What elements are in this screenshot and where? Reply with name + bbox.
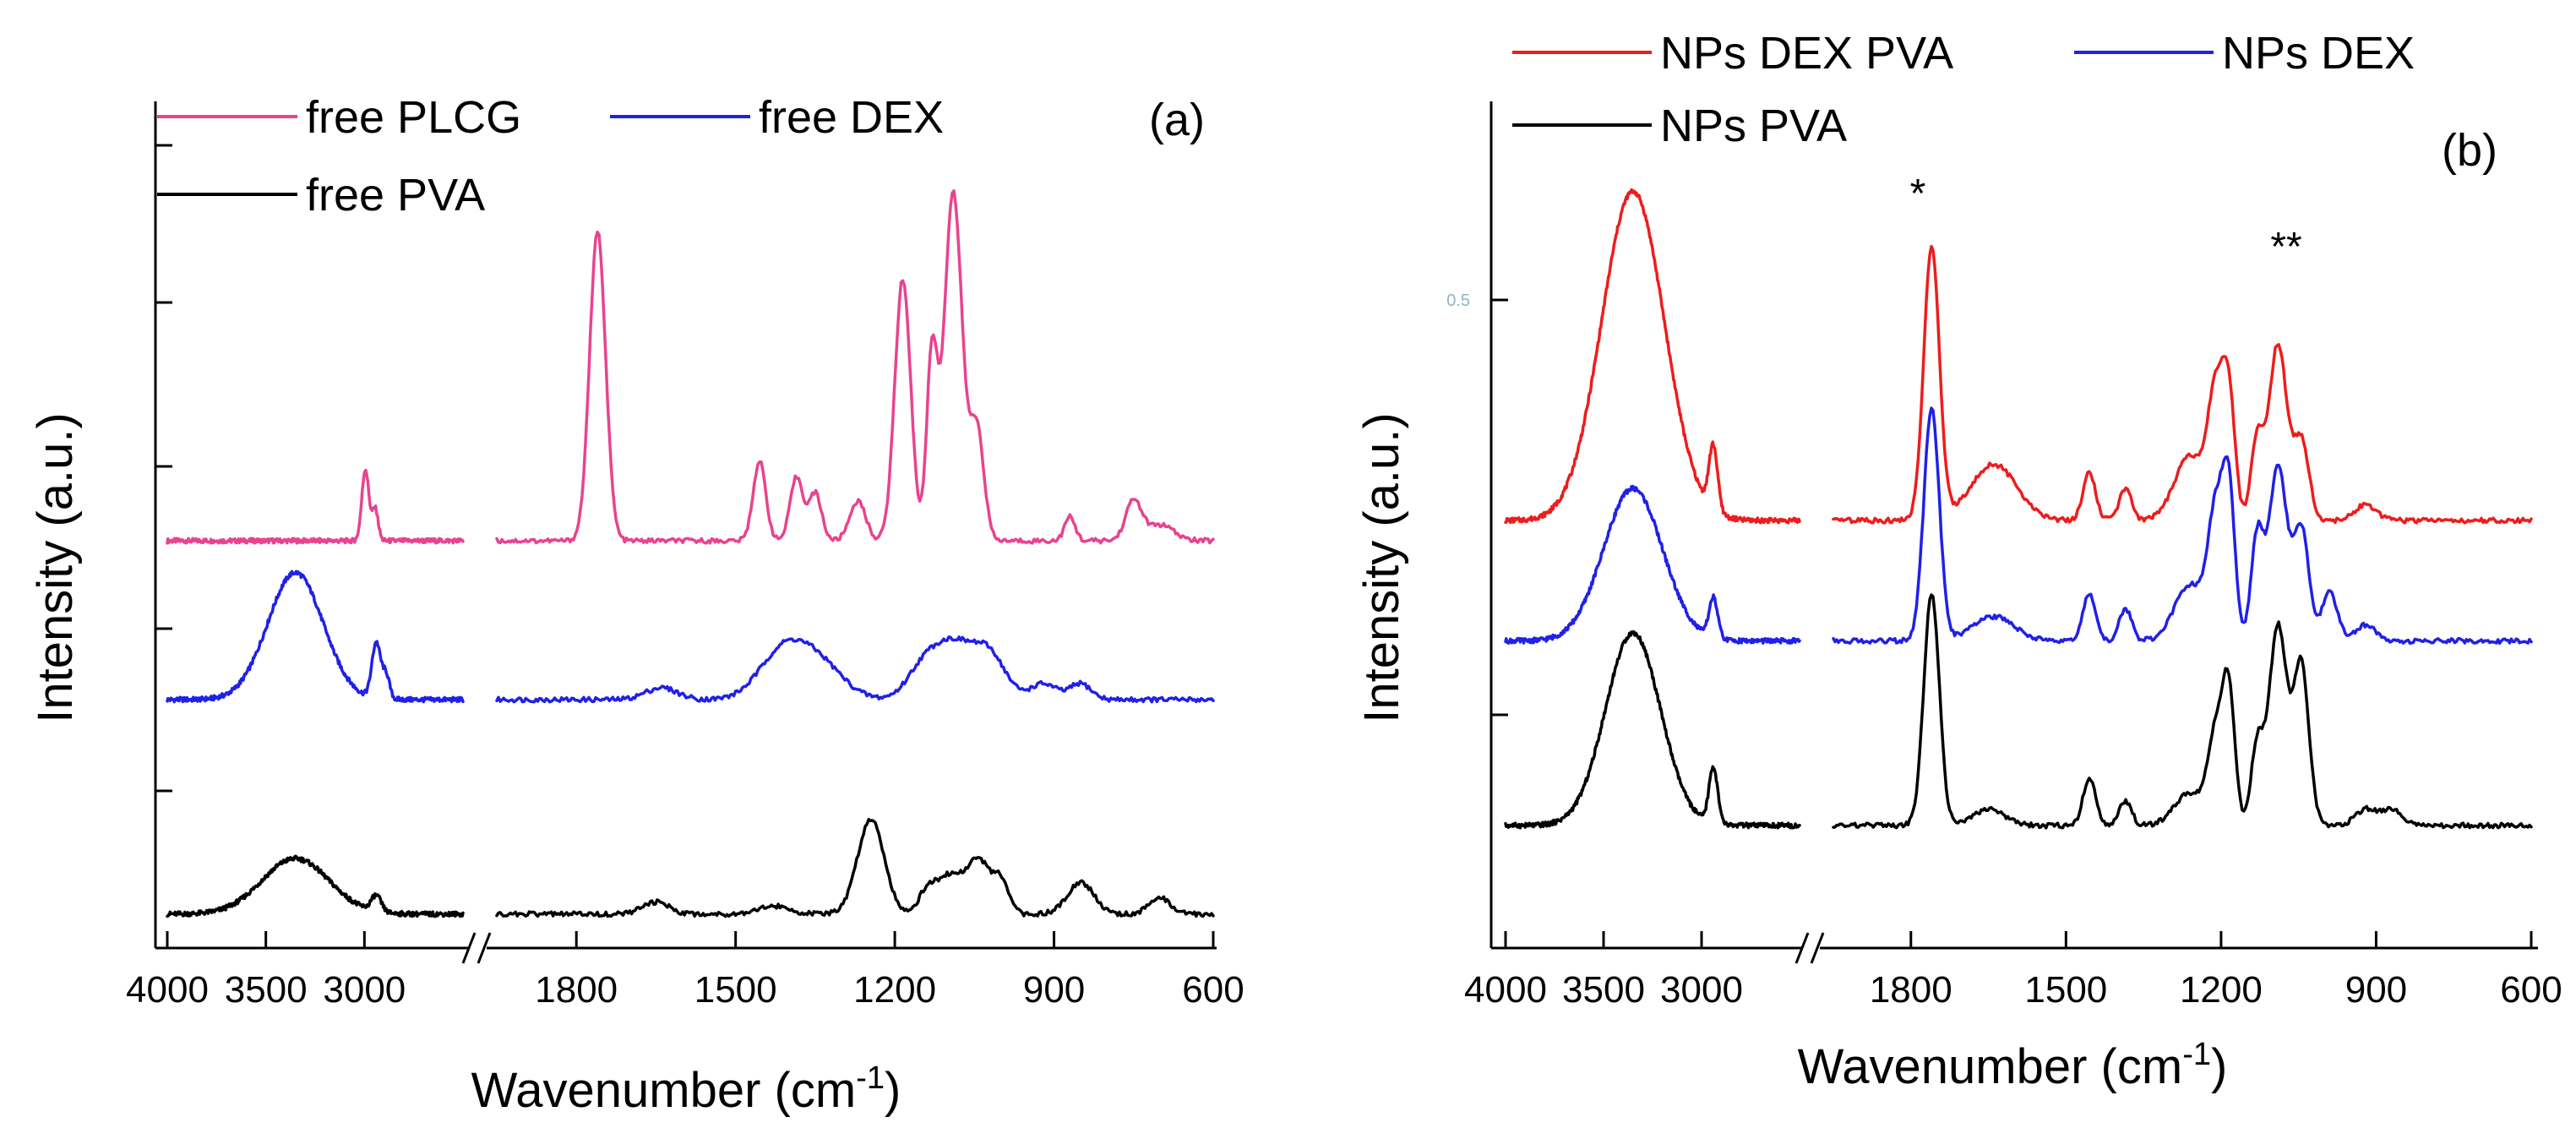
panel-a-x-axis-title: Wavenumber (cm-1) xyxy=(471,1060,901,1118)
panel-b-series-nps-dex-segment-2 xyxy=(1832,406,2533,646)
panel-a-x-tick-label: 600 xyxy=(1182,969,1244,1011)
legend-label-nps-dex-pva: NPs DEX PVA xyxy=(1660,28,1953,79)
panel-a-break-mark xyxy=(461,932,477,964)
panel-a-axis-break xyxy=(461,929,492,967)
panel-b-series-group xyxy=(1504,188,2533,830)
panel-b-y-axis-title: Intensity (a.u.) xyxy=(1354,412,1409,722)
panel-b-x-tick-label: 1800 xyxy=(1870,969,1952,1011)
panel-b-x-tick-label: 900 xyxy=(2345,969,2407,1011)
panel-a-x-tick-label: 3000 xyxy=(323,969,406,1011)
panel-a-legend: free PLCG free DEX free PVA xyxy=(157,92,944,221)
panel-a-x-tick-label: 1500 xyxy=(694,969,777,1011)
panel-a-x-tick-label: 1200 xyxy=(853,969,936,1011)
panel-b-axis-break xyxy=(1794,929,1825,967)
panel-a: 4000 3500 3000 1800 1500 1200 900 600 Wavenumbe… xyxy=(28,92,1244,1118)
panel-a-x-tick-label: 4000 xyxy=(126,969,209,1011)
panel-a-series-free-pva-segment-2 xyxy=(495,818,1215,918)
panel-a-x-tick-label: 900 xyxy=(1023,969,1085,1011)
panel-b-break-mark xyxy=(1810,932,1825,964)
panel-a-series-free-pva-segment-1 xyxy=(166,854,465,918)
panel-a-series-free-plcg-segment-2 xyxy=(495,189,1215,545)
panel-b-legend: NPs DEX PVA NPs DEX NPs PVA xyxy=(1512,28,2415,151)
panel-a-break-gap xyxy=(470,929,487,967)
panel-b-x-ticks: 4000 3500 3000 1800 1500 1200 900 600 xyxy=(1464,931,2562,1011)
legend-label-free-plcg: free PLCG xyxy=(306,92,521,143)
panel-b-xlabel-sup: -1 xyxy=(2182,1037,2211,1072)
panel-a-x-ticks: 4000 3500 3000 1800 1500 1200 900 600 xyxy=(126,931,1244,1011)
panel-a-xlabel-text: Wavenumber (cm xyxy=(471,1063,857,1118)
panel-a-y-ticks xyxy=(155,144,172,793)
legend-label-free-dex: free DEX xyxy=(759,92,944,143)
panel-a-break-mark xyxy=(477,932,492,964)
panel-b-x-tick-label: 1500 xyxy=(2024,969,2107,1011)
panel-a-series-group xyxy=(166,189,1215,918)
annotation-double-star: ** xyxy=(2270,225,2301,270)
panel-a-label: (a) xyxy=(1149,95,1205,145)
panel-a-y-axis-title: Intensity (a.u.) xyxy=(28,412,83,722)
panel-b-y-ticks xyxy=(1491,298,1508,717)
panel-b-x-tick-label: 1200 xyxy=(2180,969,2263,1011)
panel-b: 0.5 4000 3500 3000 1800 1500 1200 900 600 Waven… xyxy=(1354,28,2562,1094)
panel-b-x-tick-label: 4000 xyxy=(1464,969,1547,1011)
panel-b-series-nps-dex-pva-segment-1 xyxy=(1504,188,1801,525)
panel-a-xlabel-close: ) xyxy=(885,1063,901,1118)
panel-b-break-gap xyxy=(1803,929,1820,967)
panel-b-x-tick-label: 3500 xyxy=(1562,969,1645,1011)
panel-b-series-nps-dex-pva-segment-2 xyxy=(1832,244,2533,525)
legend-label-nps-pva: NPs PVA xyxy=(1660,101,1847,151)
panel-a-series-free-plcg-segment-1 xyxy=(166,468,465,545)
legend-label-nps-dex: NPs DEX xyxy=(2222,28,2415,79)
panel-b-xlabel-close: ) xyxy=(2211,1039,2227,1094)
panel-b-x-axis-title: Wavenumber (cm-1) xyxy=(1798,1037,2228,1094)
panel-b-series-nps-dex-segment-1 xyxy=(1504,484,1801,645)
panel-b-stray-tick-label: 0.5 xyxy=(1446,292,1470,310)
panel-b-label: (b) xyxy=(2442,125,2497,176)
panel-a-series-free-dex-segment-2 xyxy=(495,635,1215,704)
panel-a-x-tick-label: 3500 xyxy=(225,969,308,1011)
panel-b-series-nps-pva-segment-1 xyxy=(1504,629,1801,830)
panel-b-break-mark xyxy=(1794,932,1810,964)
legend-label-free-pva: free PVA xyxy=(306,170,485,221)
panel-b-x-tick-label: 600 xyxy=(2500,969,2562,1011)
panel-a-series-free-dex-segment-1 xyxy=(166,569,465,704)
panel-b-x-tick-label: 3000 xyxy=(1660,969,1743,1011)
panel-a-x-tick-label: 1800 xyxy=(535,969,618,1011)
panel-b-series-nps-pva-segment-2 xyxy=(1832,593,2533,830)
panel-a-xlabel-sup: -1 xyxy=(856,1060,885,1096)
annotation-single-star: * xyxy=(1910,172,1926,216)
panel-b-xlabel-text: Wavenumber (cm xyxy=(1798,1039,2183,1094)
